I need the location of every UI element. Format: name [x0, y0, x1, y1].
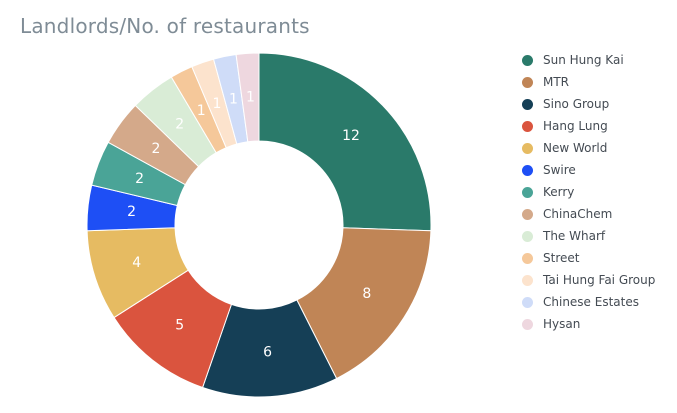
legend-label: Swire	[543, 163, 576, 177]
legend-label: Kerry	[543, 185, 575, 199]
slice-label-street: 1	[197, 103, 206, 119]
legend-swatch-icon	[522, 274, 533, 286]
legend-swatch-icon	[522, 252, 533, 264]
legend-item-swire[interactable]: Swire	[522, 159, 655, 181]
legend-label: Tai Hung Fai Group	[543, 273, 656, 287]
legend-item-sino-group[interactable]: Sino Group	[522, 93, 655, 115]
legend-label: Street	[543, 251, 580, 265]
slice-label-mtr: 8	[362, 286, 371, 302]
legend-label: The Wharf	[543, 229, 606, 243]
slice-label-tai-hung-fai-group: 1	[213, 96, 222, 112]
slice-label-hysan: 1	[246, 89, 255, 105]
legend-item-new-world[interactable]: New World	[522, 137, 655, 159]
legend-item-sun-hung-kai[interactable]: Sun Hung Kai	[522, 49, 655, 71]
slice-hysan[interactable]	[235, 52, 260, 143]
legend-item-mtr[interactable]: MTR	[522, 71, 655, 93]
legend-swatch-icon	[522, 164, 533, 176]
legend-item-chinachem[interactable]: ChinaChem	[522, 203, 655, 225]
legend-item-the-wharf[interactable]: The Wharf	[522, 225, 655, 247]
legend-label: New World	[543, 141, 608, 155]
slice-label-hang-lung: 5	[175, 317, 184, 333]
slice-sun-hung-kai[interactable]	[258, 52, 432, 232]
legend-item-chinese-estates[interactable]: Chinese Estates	[522, 291, 655, 313]
legend: Sun Hung Kai MTR Sino Group Hang Lung New Wo…	[522, 49, 655, 335]
legend-swatch-icon	[522, 98, 533, 110]
slice-label-chinachem: 2	[151, 141, 160, 157]
legend-label: Sino Group	[543, 97, 610, 111]
legend-item-kerry[interactable]: Kerry	[522, 181, 655, 203]
legend-label: ChinaChem	[543, 207, 613, 221]
slice-label-sino-group: 6	[263, 345, 272, 361]
legend-swatch-icon	[522, 54, 533, 66]
legend-swatch-icon	[522, 208, 533, 220]
legend-label: Sun Hung Kai	[543, 53, 624, 67]
legend-swatch-icon	[522, 318, 533, 330]
legend-item-hang-lung[interactable]: Hang Lung	[522, 115, 655, 137]
legend-item-hysan[interactable]: Hysan	[522, 313, 655, 335]
chart-title: Landlords/No. of restaurants	[20, 14, 310, 38]
legend-swatch-icon	[522, 142, 533, 154]
slice-label-swire: 2	[127, 204, 136, 220]
legend-swatch-icon	[522, 120, 533, 132]
legend-label: Hysan	[543, 317, 581, 331]
slice-label-sun-hung-kai: 12	[342, 128, 360, 144]
slice-mtr[interactable]	[296, 227, 432, 380]
legend-swatch-icon	[522, 296, 533, 308]
legend-label: Chinese Estates	[543, 295, 639, 309]
legend-label: Hang Lung	[543, 119, 608, 133]
slice-label-chinese-estates: 1	[229, 92, 238, 108]
legend-swatch-icon	[522, 230, 533, 242]
legend-item-street[interactable]: Street	[522, 247, 655, 269]
legend-label: MTR	[543, 75, 570, 89]
legend-item-tai-hung-fai-group[interactable]: Tai Hung Fai Group	[522, 269, 655, 291]
slice-label-kerry: 2	[135, 171, 144, 187]
slice-label-new-world: 4	[132, 255, 141, 271]
legend-swatch-icon	[522, 186, 533, 198]
slice-label-the-wharf: 2	[175, 117, 184, 133]
legend-swatch-icon	[522, 76, 533, 88]
